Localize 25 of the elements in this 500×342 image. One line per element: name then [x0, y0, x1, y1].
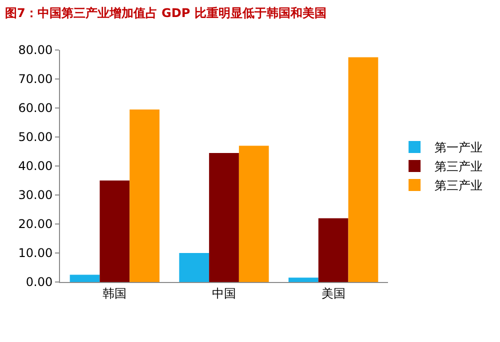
y-tick-label: 70.00	[18, 72, 53, 86]
y-tick-label: 10.00	[18, 246, 53, 260]
x-tick-label: 美国	[321, 286, 346, 300]
x-tick-label: 中国	[212, 286, 236, 300]
bar	[318, 218, 348, 282]
bar	[238, 146, 269, 282]
legend-label: 第三产业	[434, 178, 483, 193]
y-tick-label: 20.00	[18, 217, 53, 232]
bar	[348, 57, 378, 282]
legend-label: 第一产业	[434, 140, 483, 155]
chart-title: 图7：中国第三产业增加值占 GDP 比重明显低于韩国和美国	[5, 6, 326, 20]
y-tick-label: 0.00	[26, 275, 53, 290]
bar	[100, 180, 130, 282]
x-tick-label: 韩国	[102, 286, 127, 300]
y-tick-label: 30.00	[18, 188, 53, 202]
bar	[288, 278, 318, 282]
legend-label: 第三产业	[434, 160, 483, 174]
bar	[70, 274, 100, 282]
y-tick-label: 80.00	[18, 43, 53, 58]
y-tick-label: 60.00	[18, 101, 53, 116]
bar	[130, 109, 160, 282]
bar	[179, 253, 210, 282]
y-tick-label: 50.00	[18, 130, 53, 144]
bar	[209, 152, 239, 282]
y-tick-label: 40.00	[18, 159, 53, 174]
